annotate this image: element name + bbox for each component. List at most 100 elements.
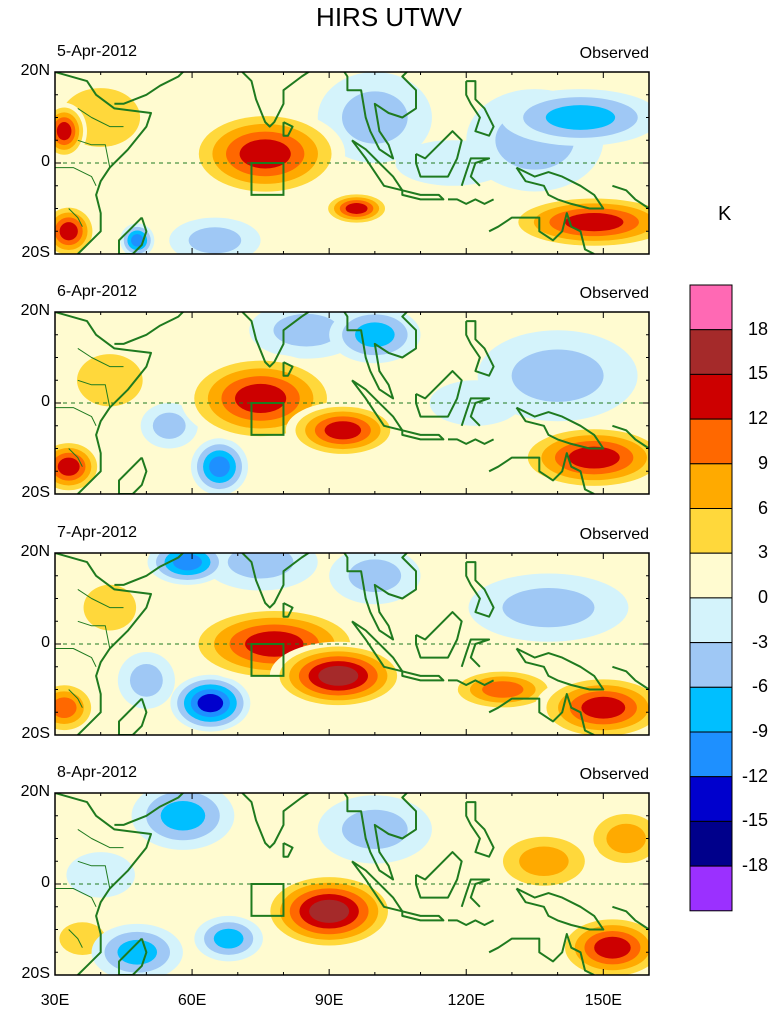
colorbar-segment [689,508,733,554]
anomaly-contour [197,694,224,713]
coastline [282,361,294,377]
panel-3 [55,553,649,735]
colorbar-segment [689,686,733,733]
coastline [401,429,445,441]
border-line [77,347,124,368]
anomaly-contour [519,846,569,877]
anomaly-contour [188,227,242,254]
panel-date: 7-Apr-2012 [57,524,138,541]
anomaly-contour [213,928,244,949]
coastline [515,166,605,210]
colorbar-segment [689,776,733,822]
colorbar-tick-label: -9 [751,721,768,741]
coastline [401,670,445,682]
coastline [448,438,495,445]
coastline [240,72,311,128]
panel-observed-label: Observed [579,45,649,62]
coastline [240,312,311,368]
border-line [68,929,83,948]
colorbar-tick-label: 12 [747,408,768,429]
panel-observed-label: Observed [579,285,649,302]
anomaly-contour [564,213,624,232]
colorbar-segment [689,418,733,465]
anomaly-contour [129,664,163,697]
colorbar-segment [689,597,733,644]
coastline [460,878,491,908]
y-tick-label: 20N [20,783,50,800]
anomaly-contour [568,446,620,469]
colorbar-segment [689,820,733,867]
border-line [77,620,111,649]
x-tick-label: 90E [314,992,344,1009]
panel-date: 8-Apr-2012 [57,764,138,781]
anomaly-contour [160,800,206,831]
coastline [488,212,595,254]
x-tick-label: 60E [177,992,207,1009]
index-box [250,883,285,917]
coastline [415,130,463,178]
colorbar-segment [689,463,733,509]
coastline [460,157,491,187]
coastline [515,406,605,450]
colorbar-tick-label: 6 [757,497,768,518]
coastline [114,793,185,826]
anomaly-contour [239,139,291,169]
coastline [282,121,294,137]
colorbar-tick-label: -6 [751,676,768,697]
anomaly-contour [273,313,340,347]
anomaly-contour [324,421,362,440]
panel-date: 5-Apr-2012 [57,43,138,60]
y-tick-label: 20S [21,965,50,982]
coastline [240,553,311,609]
coastline [465,561,495,618]
coastline [282,602,294,618]
colorbar-tick-label: 0 [757,586,768,607]
anomaly-contour [545,105,616,130]
anomaly-contour [56,122,72,141]
anomaly-contour [57,457,80,476]
coastline [465,801,495,858]
colorbar-tick-label: -3 [751,631,768,652]
border-line [68,689,83,708]
coastline [612,424,649,450]
border-line [55,888,97,908]
panel-4 [55,793,649,975]
colorbar-segment [689,865,733,912]
y-tick-label: 0 [41,393,50,410]
anomaly-contour [131,234,144,247]
coastline [612,905,649,931]
coastline [488,933,595,975]
colorbar-tick-label: 18 [747,318,768,339]
border-line [77,107,124,128]
coastline [448,919,495,926]
coastline [343,72,417,160]
panel-1 [55,72,649,254]
border-line [55,167,97,187]
panel-2 [55,312,649,494]
y-tick-label: 0 [41,153,50,170]
y-tick-label: 0 [41,874,50,891]
coastline [401,189,445,201]
coastline [282,842,294,858]
colorbar-segment [689,552,733,599]
anomaly-contour [318,665,359,686]
border-line [77,379,111,408]
colorbar-segment [689,642,733,688]
colorbar-tick-label: -12 [741,765,768,786]
x-tick-label: 120E [447,992,485,1009]
y-tick-label: 20N [20,62,50,79]
coastline [515,647,605,691]
border-line [77,860,111,889]
border-line [55,407,97,427]
coastline [55,793,152,975]
colorbar-unit: K [718,203,732,225]
x-tick-label: 150E [584,992,622,1009]
coastline [415,851,463,899]
coastline [114,72,185,105]
anomaly-contour [502,587,595,628]
colorbar-segment [689,329,733,375]
coastline [343,312,417,400]
index-box [250,643,285,677]
coastline [343,553,417,641]
